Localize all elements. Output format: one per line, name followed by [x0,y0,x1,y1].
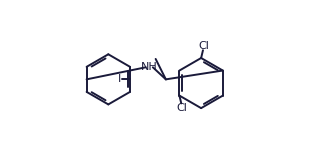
Text: Cl: Cl [176,103,187,113]
Text: Cl: Cl [198,41,209,51]
Text: I: I [118,74,121,84]
Text: NH: NH [141,62,158,72]
